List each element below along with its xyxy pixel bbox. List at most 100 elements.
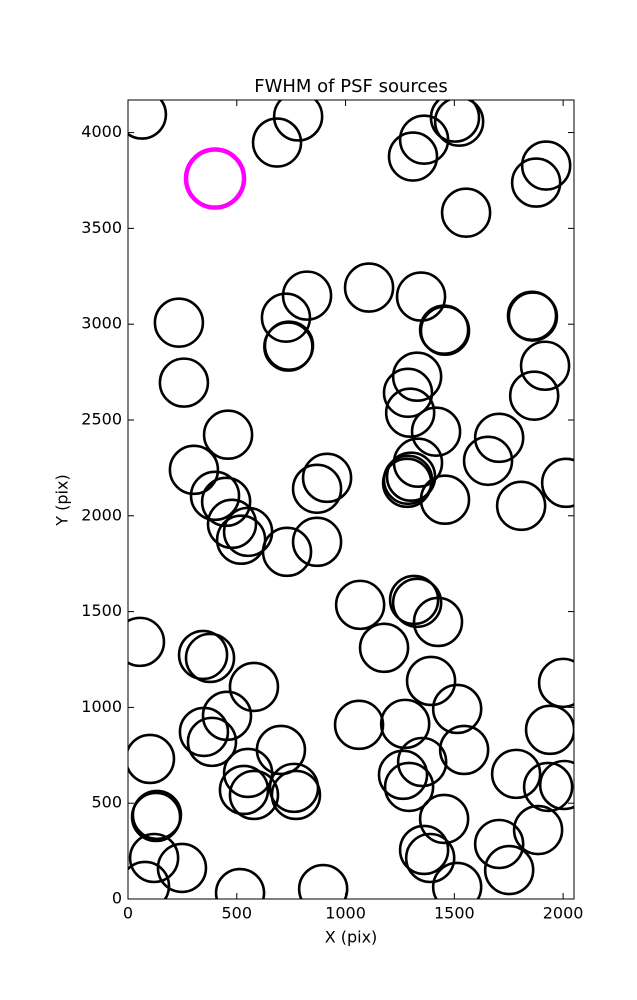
- source-circle: [387, 131, 439, 182]
- source-circle: [382, 367, 434, 419]
- source-circle: [419, 474, 471, 525]
- source-circle: [377, 749, 429, 801]
- source-circle: [391, 351, 443, 402]
- source-circle: [334, 579, 386, 631]
- source-circle: [440, 187, 492, 238]
- x-tick-label: 1000: [325, 904, 366, 923]
- source-circle: [228, 661, 280, 713]
- source-circle: [281, 270, 333, 321]
- x-tick-label: 2000: [543, 904, 584, 923]
- source-circle: [462, 435, 514, 487]
- source-circle: [381, 457, 433, 509]
- source-circle: [404, 832, 456, 884]
- source-circle: [383, 761, 435, 813]
- source-circle: [214, 867, 266, 899]
- source-circle: [128, 616, 166, 668]
- y-tick-label: 0: [112, 889, 122, 908]
- source-circle: [130, 791, 182, 843]
- source-circle: [183, 147, 247, 210]
- source-circle: [395, 271, 447, 322]
- source-circle: [358, 622, 410, 674]
- source-circle: [343, 262, 395, 313]
- y-tick-label: 2000: [81, 505, 122, 524]
- source-circle: [184, 632, 236, 684]
- source-circle: [128, 832, 180, 884]
- source-circle: [384, 387, 436, 439]
- source-circle: [429, 100, 481, 143]
- source-circle: [128, 860, 171, 899]
- source-circle: [507, 291, 559, 342]
- source-circle: [263, 321, 314, 372]
- source-circle: [218, 764, 270, 816]
- source-circle: [153, 297, 205, 348]
- source-circle: [189, 470, 241, 522]
- source-circle: [519, 340, 571, 392]
- y-axis-label: Y (pix): [53, 474, 72, 526]
- source-circle: [156, 842, 208, 894]
- x-tick-label: 1500: [434, 904, 475, 923]
- source-circle: [508, 370, 560, 421]
- x-tick-label: 0: [123, 904, 133, 923]
- chart-title: FWHM of PSF sources: [254, 76, 448, 97]
- source-circle: [178, 706, 230, 758]
- y-tick-label: 3500: [81, 218, 122, 237]
- x-tick-label: 500: [222, 904, 253, 923]
- plot-area: [128, 100, 574, 899]
- source-circle: [128, 100, 168, 140]
- y-tick-label: 1500: [81, 601, 122, 620]
- source-circle: [396, 736, 448, 788]
- source-circle: [431, 683, 483, 735]
- y-tick-label: 2500: [81, 409, 122, 428]
- source-circle: [251, 117, 303, 168]
- source-circle: [270, 769, 322, 821]
- source-circle: [202, 409, 254, 461]
- y-tick-label: 3000: [81, 314, 122, 333]
- source-circle: [297, 863, 349, 899]
- source-circle: [495, 480, 547, 532]
- source-circle: [483, 844, 535, 896]
- source-circle: [168, 444, 220, 496]
- source-circle: [438, 724, 490, 776]
- source-circle: [398, 824, 450, 876]
- source-circle: [291, 463, 343, 515]
- source-circle: [186, 716, 238, 768]
- source-circle: [412, 596, 464, 648]
- source-circle: [410, 406, 462, 457]
- source-circle: [398, 114, 450, 165]
- source-circle: [473, 412, 525, 464]
- source-circle: [222, 747, 274, 799]
- source-circle: [540, 457, 574, 509]
- source-circle: [512, 804, 564, 856]
- source-circle: [418, 793, 470, 845]
- source-circle: [490, 748, 542, 800]
- source-circle: [228, 769, 280, 821]
- axes-frame: [127, 99, 575, 900]
- source-circle: [301, 452, 353, 504]
- y-tick-label: 4000: [81, 122, 122, 141]
- source-circle: [524, 704, 574, 756]
- source-circle: [537, 657, 574, 709]
- source-circle: [333, 699, 385, 751]
- source-circle: [510, 157, 562, 208]
- source-circle: [206, 498, 258, 550]
- source-circle: [473, 818, 525, 870]
- source-circle: [522, 761, 574, 813]
- source-circle: [260, 292, 312, 343]
- source-circle: [520, 140, 572, 191]
- y-tick-label: 500: [91, 793, 122, 812]
- source-circle: [177, 629, 229, 681]
- source-circle: [379, 698, 431, 750]
- source-circle: [433, 100, 485, 147]
- source-circle: [431, 861, 483, 899]
- y-tick-label: 1000: [81, 697, 122, 716]
- source-circle: [272, 100, 324, 142]
- source-circle: [291, 516, 343, 568]
- source-circle: [158, 357, 210, 408]
- x-axis-label: X (pix): [325, 928, 378, 947]
- source-circle: [391, 577, 443, 629]
- source-circle: [261, 526, 313, 578]
- source-circle: [128, 733, 176, 785]
- source-circle: [419, 305, 471, 356]
- source-circle: [538, 759, 574, 811]
